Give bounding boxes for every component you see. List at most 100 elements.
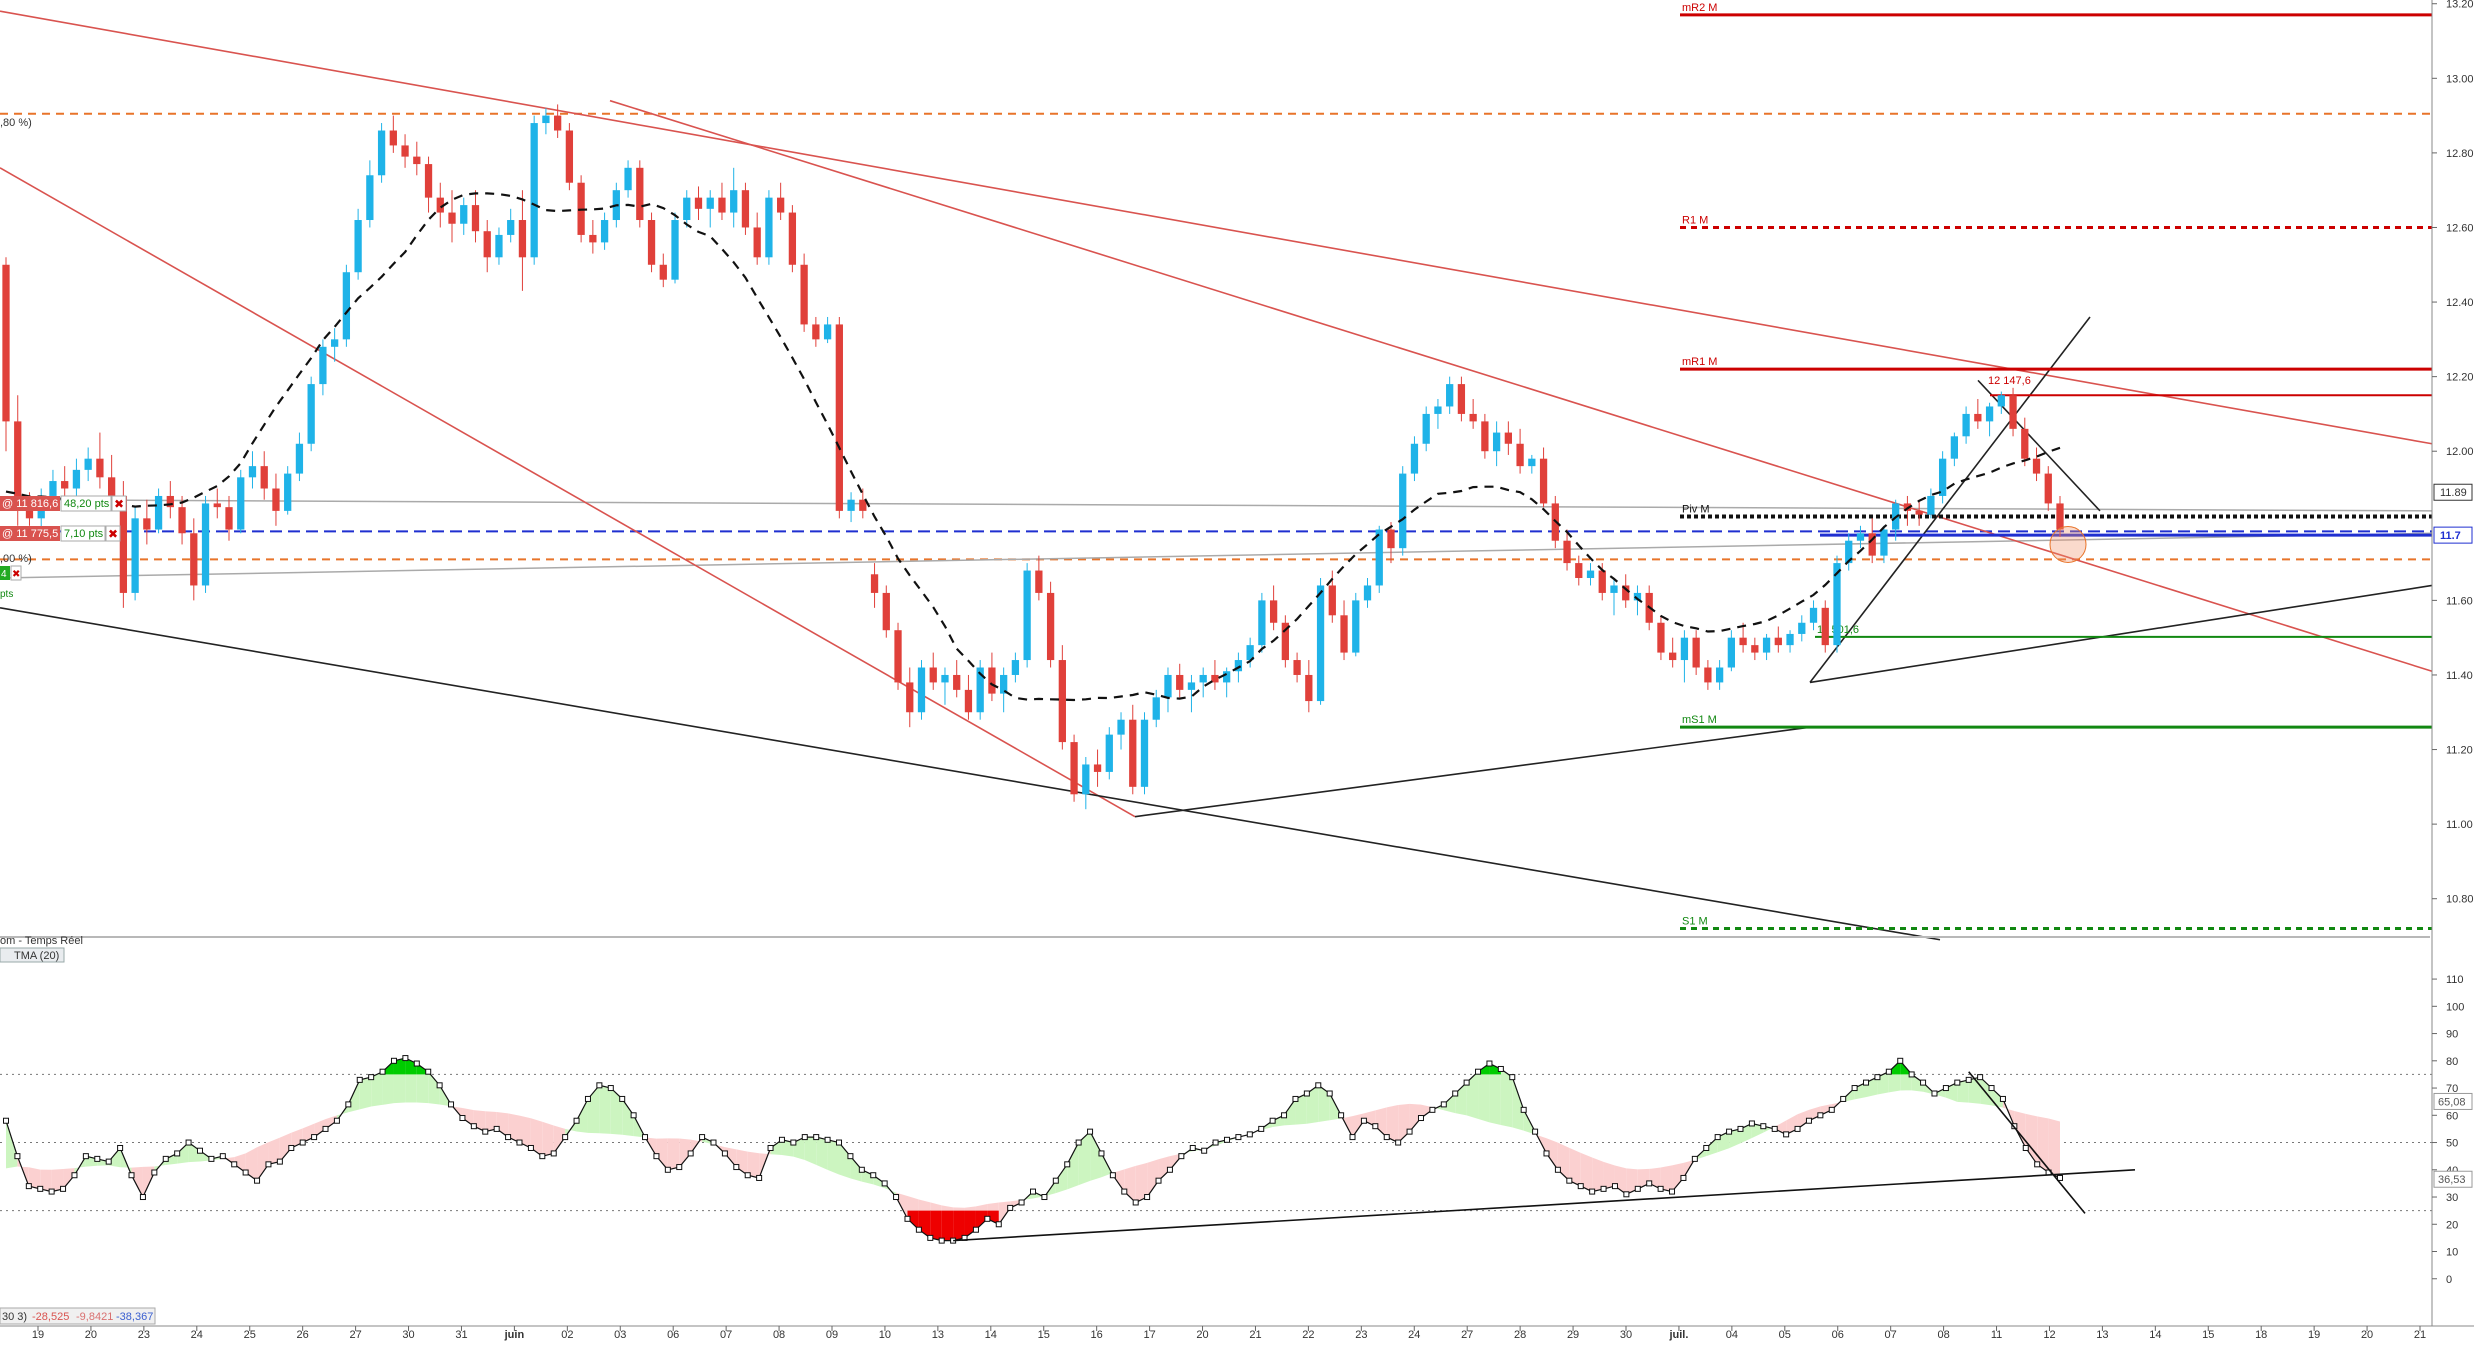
- small-close-box[interactable]: [10, 565, 22, 581]
- osc-point: [1281, 1112, 1288, 1119]
- price-annotation: 12 147,6: [1988, 375, 2031, 387]
- close-icon[interactable]: ✖: [108, 527, 118, 541]
- candle-body: [1046, 592, 1055, 661]
- osc-point: [1817, 1112, 1824, 1119]
- osc-band: [804, 1137, 817, 1165]
- x-tick-label: 23: [1355, 1329, 1367, 1341]
- indicator-tag[interactable]: [0, 947, 65, 963]
- order-badge-1-close[interactable]: [111, 495, 127, 512]
- osc-band: [1569, 1147, 1581, 1187]
- bottom-left-label: 30 3): [2, 1311, 27, 1323]
- candle-body: [671, 220, 679, 280]
- order-badge-1[interactable]: [0, 496, 60, 511]
- osc-point: [1623, 1191, 1630, 1198]
- candle-body: [2021, 428, 2029, 459]
- osc-point: [527, 1144, 534, 1151]
- osc-tick-label: 70: [2446, 1083, 2458, 1095]
- osc-point: [60, 1185, 67, 1192]
- candle-body: [1399, 473, 1407, 549]
- osc-point: [356, 1076, 363, 1083]
- x-tick-label: 28: [1514, 1329, 1526, 1341]
- candle-body: [225, 507, 233, 530]
- price-tick-label: 12.80: [2446, 148, 2474, 160]
- osc-point: [1920, 1079, 1927, 1086]
- osc-band: [1774, 1120, 1787, 1135]
- osc-point: [1007, 1204, 1014, 1211]
- candle-body: [1140, 719, 1149, 787]
- candle-body: [988, 667, 996, 694]
- osc-point: [413, 1060, 420, 1067]
- small-green-badge[interactable]: [0, 566, 10, 580]
- x-tick-label: 06: [1832, 1329, 1844, 1341]
- osc-point: [1863, 1079, 1870, 1086]
- osc-point: [1885, 1068, 1892, 1075]
- osc-overbought-fill: [405, 1058, 417, 1075]
- osc-point: [790, 1139, 797, 1146]
- candle-body: [1340, 615, 1348, 653]
- osc-point: [1087, 1128, 1094, 1135]
- candle-body: [1129, 719, 1137, 787]
- osc-point: [1646, 1180, 1653, 1187]
- osc-oversold-fill: [987, 1210, 999, 1225]
- osc-point: [368, 1074, 375, 1081]
- close-icon[interactable]: ✖: [114, 497, 124, 511]
- candle-body: [1704, 667, 1712, 683]
- candle-body: [1082, 764, 1090, 795]
- candle-body: [307, 384, 315, 444]
- osc-band: [542, 1121, 554, 1157]
- osc-point: [1840, 1095, 1847, 1102]
- order-badge-2-close[interactable]: [105, 525, 121, 542]
- x-tick-label: 30: [1620, 1329, 1632, 1341]
- candle-body: [1739, 637, 1747, 646]
- candle-body: [1751, 645, 1759, 653]
- osc-point: [972, 1226, 979, 1233]
- osc-point: [459, 1115, 466, 1122]
- osc-point: [139, 1194, 146, 1201]
- x-tick-label: 24: [1408, 1329, 1420, 1341]
- candle-body: [1516, 443, 1524, 467]
- osc-point: [1634, 1185, 1641, 1192]
- candle-body: [72, 469, 81, 489]
- osc-band: [371, 1071, 383, 1107]
- osc-oversold-fill: [930, 1210, 942, 1241]
- candle-body: [1457, 384, 1466, 414]
- candle-body: [1176, 674, 1184, 690]
- osc-point: [1132, 1199, 1139, 1206]
- osc-point: [1497, 1065, 1504, 1072]
- osc-band: [861, 1169, 874, 1185]
- osc-point: [2022, 1144, 2029, 1151]
- osc-band: [553, 1125, 566, 1154]
- order-badge-2[interactable]: [0, 526, 60, 541]
- candle-body: [213, 503, 221, 508]
- x-tick-label: 18: [2255, 1329, 2267, 1341]
- candle-body: [1974, 413, 1982, 422]
- osc-band: [679, 1138, 691, 1168]
- osc-point: [2057, 1174, 2063, 1181]
- osc-tick-label: 20: [2446, 1219, 2458, 1231]
- price-tag-box: [2433, 483, 2473, 501]
- order-badge-1-pts: 48,20 pts: [64, 498, 110, 510]
- price-tick-label: 11.40: [2446, 670, 2473, 682]
- candle-body: [483, 231, 491, 258]
- x-tick-label: 15: [1038, 1329, 1050, 1341]
- candle-body: [448, 212, 456, 224]
- candle-body: [847, 499, 855, 511]
- candle-body: [1622, 585, 1630, 601]
- osc-band: [770, 1139, 782, 1156]
- candle-body: [777, 197, 785, 213]
- candle-body: [424, 164, 433, 198]
- osc-point: [1600, 1185, 1607, 1192]
- osc-point: [505, 1134, 512, 1141]
- price-tick-label: 13.20: [2446, 0, 2474, 11]
- osc-point: [1554, 1166, 1561, 1173]
- osc-point: [676, 1164, 683, 1171]
- panel-divider[interactable]: [0, 936, 2430, 938]
- small-pts-label: pts: [0, 589, 13, 600]
- close-icon[interactable]: ✖: [12, 569, 20, 580]
- candle-body: [730, 190, 738, 213]
- candle-body: [753, 227, 761, 258]
- osc-point: [801, 1134, 808, 1141]
- osc-point: [619, 1095, 626, 1102]
- osc-point: [1726, 1128, 1733, 1135]
